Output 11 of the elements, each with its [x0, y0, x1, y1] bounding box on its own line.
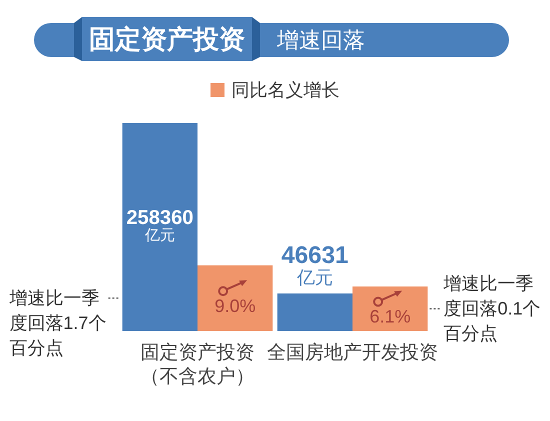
data-label: 9.0% [214, 296, 256, 316]
text: 增速比一季度回落1.7个百分点 [8, 288, 106, 358]
data-label: 258360 亿元 [126, 206, 194, 244]
text: 增速比一季度回落0.1个百分点 [442, 274, 541, 344]
chart-title: 固定资产投资 [89, 24, 245, 54]
legend-label: 同比名义增长 [232, 80, 340, 100]
x-tick-label: 全国房地产开发投资 [267, 342, 438, 364]
chart-subtitle: 增速回落 [276, 28, 365, 52]
data-label: 46631 亿元 [281, 242, 348, 288]
data-label: 6.1% [370, 306, 411, 327]
x-tick-label: 固定资产投资（不含农户） [140, 342, 254, 388]
